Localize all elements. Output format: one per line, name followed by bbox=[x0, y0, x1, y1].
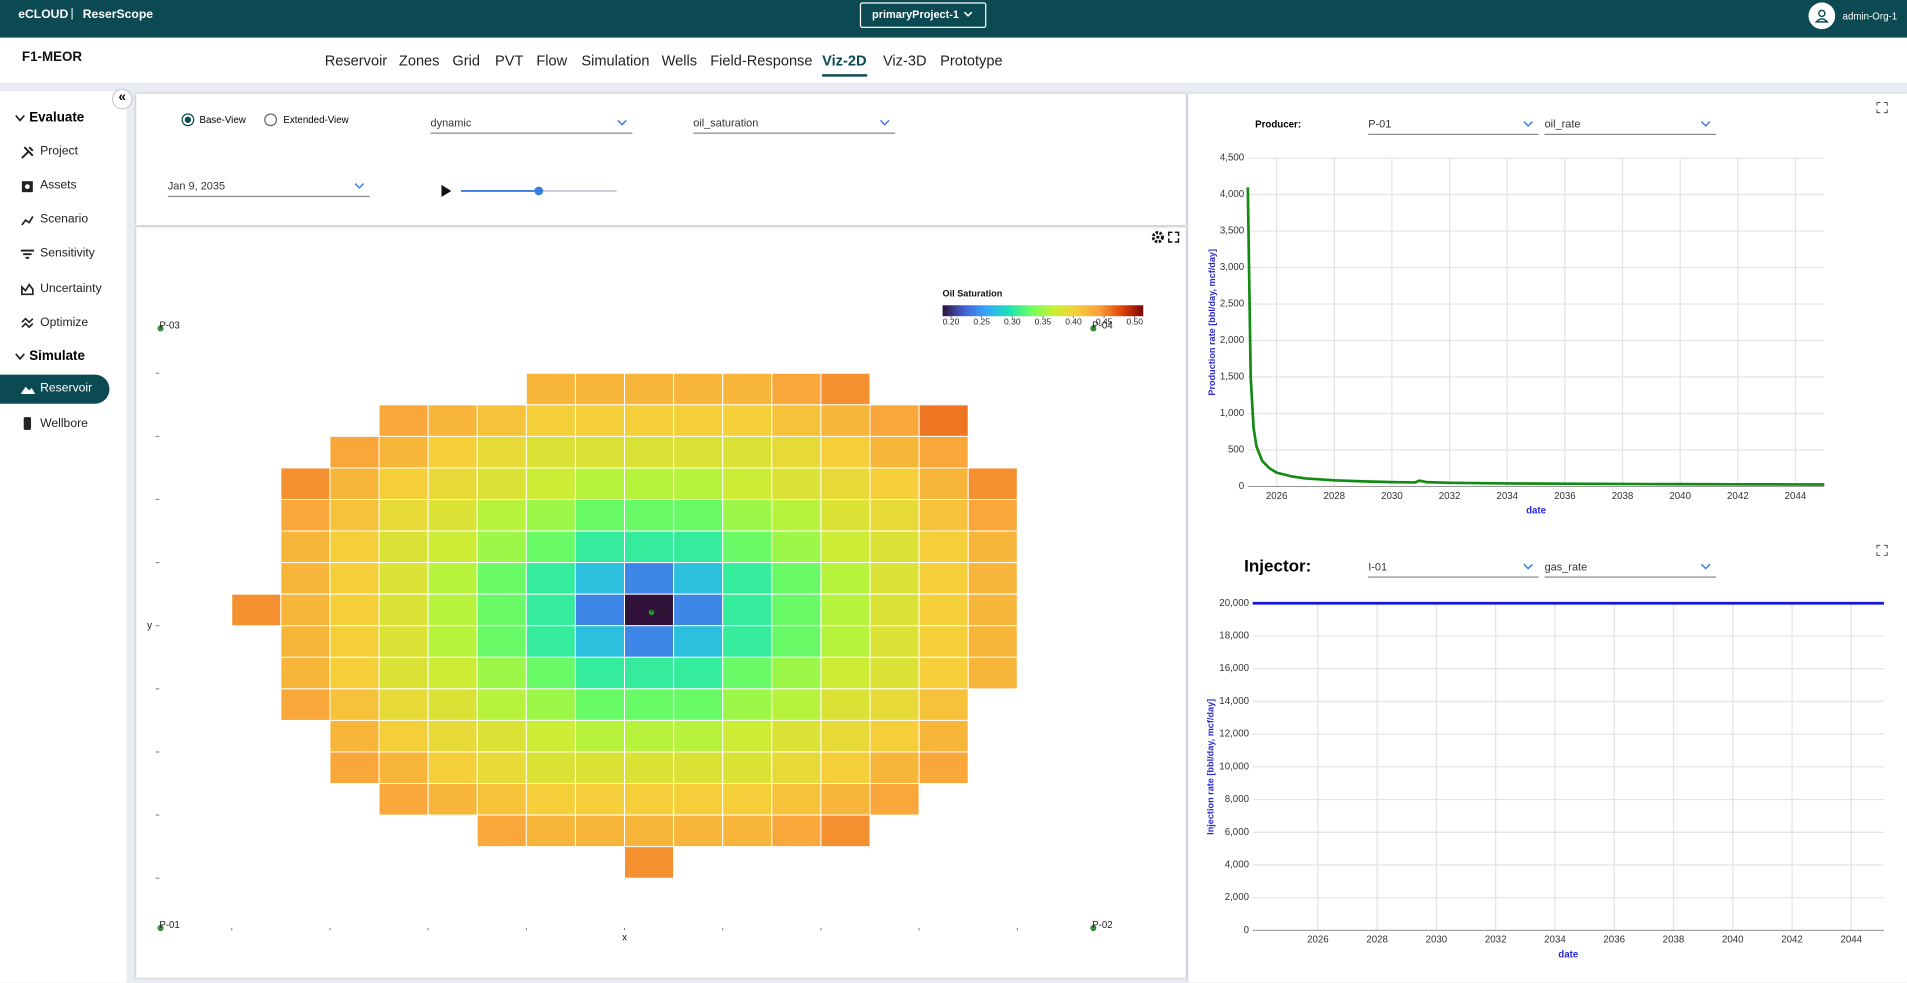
radio-label[interactable]: Extended-View bbox=[283, 114, 349, 126]
chevron bbox=[617, 119, 627, 126]
project-name: primaryProject-1 bbox=[872, 8, 960, 21]
separator: | bbox=[70, 7, 74, 21]
time-slider[interactable] bbox=[440, 184, 622, 199]
select-value: P-01 bbox=[1368, 117, 1392, 131]
chevron bbox=[15, 114, 25, 122]
project-select[interactable]: primaryProject-1 bbox=[859, 2, 987, 28]
radio-label[interactable]: Base-View bbox=[199, 114, 246, 126]
project-title: F1-MEOR bbox=[21, 49, 83, 65]
chevron bbox=[354, 183, 365, 189]
chevron bbox=[963, 11, 973, 17]
producer-select[interactable]: P-01 bbox=[1368, 117, 1539, 135]
select-value: gas_rate bbox=[1544, 560, 1588, 573]
collapse-button[interactable]: « bbox=[111, 88, 133, 110]
tab[interactable]: Grid bbox=[452, 52, 480, 70]
chevron bbox=[880, 119, 890, 126]
select-value: I-01 bbox=[1368, 560, 1388, 573]
section-title[interactable]: Simulate bbox=[29, 349, 85, 364]
nav-item[interactable]: Sensitivity bbox=[40, 246, 95, 261]
tab[interactable]: Viz-3D bbox=[882, 52, 927, 70]
app-name[interactable]: ReserScope bbox=[82, 8, 154, 22]
brand[interactable]: eCLOUD bbox=[18, 8, 69, 22]
user-avatar[interactable] bbox=[1808, 2, 1836, 30]
tab-underline bbox=[822, 74, 868, 77]
tab[interactable]: Field-Response bbox=[710, 52, 813, 70]
chevron bbox=[1523, 563, 1533, 570]
sidebar bbox=[0, 91, 127, 983]
expand-icon[interactable] bbox=[1876, 102, 1888, 114]
select-value: Jan 9, 2035 bbox=[167, 179, 226, 193]
nav-item[interactable]: Scenario bbox=[40, 212, 89, 227]
radio-checked[interactable] bbox=[181, 113, 195, 127]
injector-label: Injector: bbox=[1244, 555, 1312, 576]
tab[interactable]: Zones bbox=[398, 52, 440, 70]
tab[interactable]: Prototype bbox=[940, 52, 1003, 70]
injector-select[interactable]: I-01 bbox=[1368, 560, 1539, 578]
select-value: oil_rate bbox=[1544, 117, 1581, 131]
controls-panel: Base-View Extended-View dynamic oil_satu… bbox=[136, 93, 1186, 225]
icon bbox=[23, 417, 32, 430]
chevron bbox=[1523, 121, 1533, 127]
tab[interactable]: Reservoir bbox=[324, 52, 388, 70]
nav-item[interactable]: Optimize bbox=[40, 316, 89, 330]
chevron bbox=[1700, 563, 1711, 570]
producer-rate-select[interactable]: oil_rate bbox=[1544, 117, 1717, 135]
map-panel bbox=[136, 227, 1186, 978]
icon bbox=[21, 146, 34, 159]
map-tools[interactable] bbox=[1151, 230, 1180, 245]
select-value: dynamic bbox=[430, 116, 472, 129]
user-name[interactable]: admin-Org-1 bbox=[1842, 10, 1898, 22]
nav-bar: F1-MEOR bbox=[0, 37, 1907, 83]
nav-item[interactable]: Project bbox=[40, 144, 78, 159]
tab[interactable]: Wells bbox=[661, 52, 698, 70]
select-value: oil_saturation bbox=[693, 116, 759, 129]
icon bbox=[20, 249, 35, 259]
property-select[interactable]: oil_saturation bbox=[693, 116, 896, 134]
icon bbox=[21, 181, 33, 193]
chevron bbox=[15, 353, 25, 361]
injector-rate-select[interactable]: gas_rate bbox=[1544, 560, 1717, 578]
icon bbox=[21, 317, 34, 329]
tab[interactable]: Simulation bbox=[581, 52, 650, 70]
nav-item[interactable]: Assets bbox=[40, 178, 77, 193]
date-select[interactable]: Jan 9, 2035 bbox=[167, 179, 370, 198]
chevron bbox=[1700, 121, 1711, 127]
expand-icon[interactable] bbox=[1876, 544, 1888, 556]
tab-active[interactable]: Viz-2D bbox=[822, 52, 867, 70]
tab[interactable]: PVT bbox=[494, 52, 524, 70]
producer-label: Producer: bbox=[1255, 119, 1302, 131]
nav-item[interactable]: Wellbore bbox=[40, 417, 88, 431]
icon bbox=[21, 216, 34, 226]
nav-item-active[interactable]: Reservoir bbox=[40, 381, 93, 396]
nav-item[interactable]: Uncertainty bbox=[40, 282, 102, 296]
well-panel: Producer: P-01 oil_rate Injector: I-01 g… bbox=[1188, 93, 1907, 983]
icon bbox=[21, 283, 34, 296]
tab[interactable]: Flow bbox=[536, 52, 568, 70]
nav-item-active-bg bbox=[0, 374, 110, 404]
icon bbox=[20, 386, 36, 395]
mode-select[interactable]: dynamic bbox=[430, 116, 633, 134]
radio[interactable] bbox=[264, 113, 278, 127]
section-title[interactable]: Evaluate bbox=[29, 110, 85, 126]
top-bar: eCLOUD | ReserScope primaryProject-1 adm… bbox=[0, 0, 1907, 38]
